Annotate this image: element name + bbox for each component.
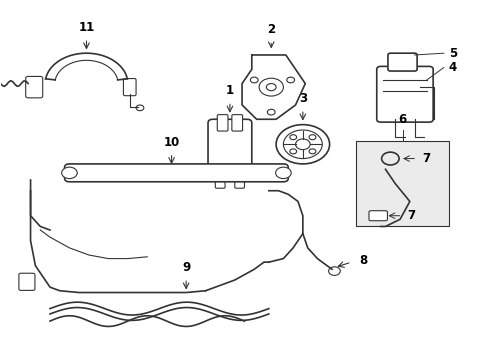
Circle shape bbox=[275, 167, 290, 179]
Circle shape bbox=[136, 105, 143, 111]
FancyBboxPatch shape bbox=[376, 66, 432, 122]
FancyBboxPatch shape bbox=[19, 273, 35, 291]
Text: 6: 6 bbox=[398, 113, 406, 126]
Text: 11: 11 bbox=[78, 21, 94, 34]
FancyBboxPatch shape bbox=[368, 211, 386, 221]
Text: 10: 10 bbox=[163, 136, 179, 149]
Circle shape bbox=[308, 149, 315, 154]
Bar bbox=[356, 141, 448, 226]
Circle shape bbox=[308, 135, 315, 140]
FancyBboxPatch shape bbox=[123, 78, 136, 96]
FancyBboxPatch shape bbox=[217, 114, 227, 131]
Text: 7: 7 bbox=[407, 209, 415, 222]
Circle shape bbox=[289, 135, 296, 140]
Circle shape bbox=[61, 167, 77, 179]
FancyBboxPatch shape bbox=[215, 172, 224, 188]
Text: 3: 3 bbox=[298, 92, 306, 105]
Circle shape bbox=[276, 125, 329, 164]
Text: 2: 2 bbox=[266, 23, 275, 36]
Text: 5: 5 bbox=[448, 47, 456, 60]
FancyBboxPatch shape bbox=[26, 76, 42, 98]
Text: 1: 1 bbox=[225, 84, 233, 97]
FancyBboxPatch shape bbox=[387, 53, 416, 71]
FancyBboxPatch shape bbox=[234, 172, 244, 188]
Text: 9: 9 bbox=[182, 261, 190, 274]
FancyBboxPatch shape bbox=[207, 119, 251, 176]
Text: 7: 7 bbox=[421, 152, 429, 165]
Text: 8: 8 bbox=[358, 254, 366, 267]
Circle shape bbox=[289, 149, 296, 154]
FancyBboxPatch shape bbox=[231, 114, 242, 131]
Text: 4: 4 bbox=[448, 61, 456, 74]
FancyBboxPatch shape bbox=[64, 164, 287, 182]
